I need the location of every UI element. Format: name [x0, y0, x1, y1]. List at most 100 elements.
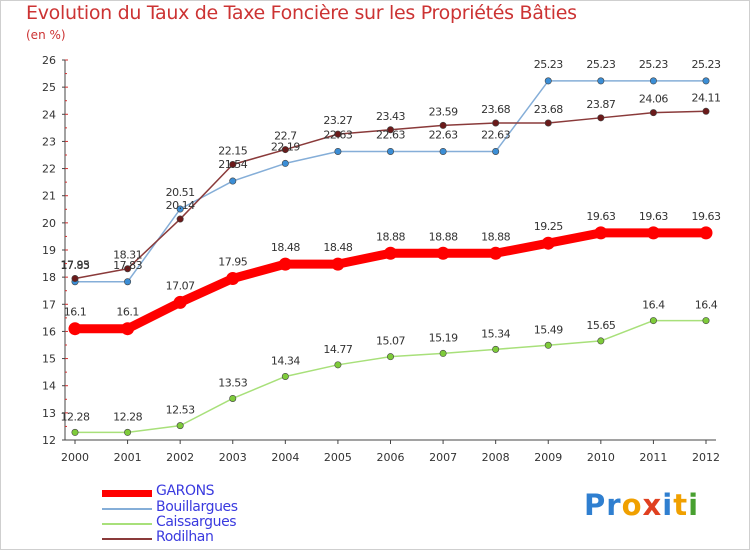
data-point-bouillargues: [281, 159, 289, 167]
data-label-garons: 17.95: [218, 256, 247, 269]
data-label-rodilhan: 23.27: [323, 114, 352, 127]
data-label-caissargues: 14.34: [271, 354, 300, 367]
data-point-caissargues: [334, 361, 342, 369]
data-point-caissargues: [71, 428, 79, 436]
chart-title: Evolution du Taux de Taxe Foncière sur l…: [26, 2, 577, 24]
data-label-caissargues: 15.49: [534, 323, 563, 336]
data-label-rodilhan: 17.95: [61, 259, 90, 272]
data-label-caissargues: 15.65: [586, 319, 615, 332]
data-point-bouillargues: [439, 147, 447, 155]
data-point-rodilhan: [649, 109, 657, 117]
x-tick-label: 2001: [114, 451, 142, 464]
data-label-caissargues: 15.19: [429, 331, 458, 344]
data-point-garons: [68, 322, 82, 336]
data-point-caissargues: [439, 349, 447, 357]
y-tick-label: 22: [42, 163, 56, 176]
data-label-bouillargues: 25.23: [586, 58, 615, 71]
data-point-rodilhan: [176, 215, 184, 223]
data-label-rodilhan: 22.7: [274, 130, 297, 143]
logo-letter: x: [642, 488, 663, 522]
data-point-rodilhan: [386, 126, 394, 134]
data-point-bouillargues: [492, 147, 500, 155]
data-label-bouillargues: 25.23: [692, 58, 721, 71]
data-label-garons: 18.88: [376, 230, 405, 243]
data-point-garons: [384, 246, 397, 260]
x-tick-label: 2005: [324, 451, 352, 464]
data-label-rodilhan: 23.59: [429, 105, 458, 118]
logo-letter: i: [662, 488, 674, 522]
data-label-garons: 18.48: [271, 241, 300, 254]
data-label-rodilhan: 23.68: [534, 103, 563, 116]
unit-label: (en %): [26, 28, 66, 42]
data-label-caissargues: 16.4: [695, 299, 718, 312]
data-label-caissargues: 12.28: [113, 410, 142, 423]
data-label-rodilhan: 24.11: [692, 91, 721, 104]
data-label-caissargues: 16.4: [642, 299, 665, 312]
data-point-caissargues: [649, 317, 657, 325]
data-point-caissargues: [176, 422, 184, 430]
data-point-rodilhan: [281, 146, 289, 154]
data-label-rodilhan: 22.15: [218, 145, 247, 158]
data-label-rodilhan: 23.43: [376, 110, 405, 123]
data-point-caissargues: [386, 353, 394, 361]
logo-letter: r: [606, 488, 622, 522]
logo-letter: t: [673, 488, 689, 522]
legend-swatch-rodilhan: [102, 538, 152, 540]
data-label-bouillargues: 17.83: [113, 259, 142, 272]
data-point-garons: [436, 246, 450, 260]
y-tick-label: 25: [42, 81, 56, 94]
data-label-bouillargues: 22.63: [429, 128, 458, 141]
y-tick-label: 20: [42, 217, 56, 230]
x-tick-label: 2012: [692, 451, 720, 464]
y-tick-label: 18: [42, 271, 56, 284]
data-label-garons: 19.63: [692, 210, 721, 223]
data-point-garons: [646, 226, 660, 240]
data-point-caissargues: [281, 372, 289, 380]
y-tick-label: 19: [42, 244, 56, 257]
data-point-bouillargues: [176, 205, 184, 213]
y-tick-label: 16: [42, 325, 56, 338]
x-tick-label: 2006: [377, 451, 405, 464]
data-label-garons: 16.1: [64, 306, 87, 319]
data-label-bouillargues: 17.83: [61, 259, 90, 272]
data-label-garons: 16.1: [116, 306, 139, 319]
legend-label-rodilhan: Rodilhan: [156, 529, 214, 545]
data-point-bouillargues: [544, 77, 552, 85]
legend-swatch-garons: [102, 490, 152, 497]
data-label-bouillargues: 22.63: [481, 128, 510, 141]
x-tick-label: 2011: [639, 451, 667, 464]
data-label-caissargues: 13.53: [218, 376, 247, 389]
data-point-rodilhan: [544, 119, 552, 127]
legend-label-caissargues: Caissargues: [156, 514, 237, 530]
data-point-rodilhan: [702, 107, 710, 115]
y-tick-label: 26: [42, 54, 56, 67]
data-point-rodilhan: [492, 119, 500, 127]
data-point-rodilhan: [229, 161, 237, 169]
data-point-garons: [278, 257, 292, 271]
data-label-rodilhan: 23.68: [481, 103, 510, 116]
y-tick-label: 15: [42, 353, 56, 366]
data-point-bouillargues: [124, 278, 132, 286]
data-label-caissargues: 15.07: [376, 335, 405, 348]
data-label-caissargues: 14.77: [323, 343, 352, 356]
data-label-bouillargues: 21.54: [218, 158, 247, 171]
data-point-garons: [699, 226, 713, 240]
data-label-bouillargues: 25.23: [534, 58, 563, 71]
x-tick-label: 2009: [534, 451, 562, 464]
data-point-rodilhan: [439, 121, 447, 129]
legend-label-garons: GARONS: [156, 483, 215, 499]
data-point-bouillargues: [649, 77, 657, 85]
data-point-caissargues: [492, 345, 500, 353]
proxiti-logo: Proxiti: [584, 488, 699, 522]
data-label-bouillargues: 25.23: [639, 58, 668, 71]
y-tick-label: 21: [42, 190, 56, 203]
data-label-bouillargues: 20.51: [166, 186, 195, 199]
data-label-bouillargues: 22.19: [271, 140, 300, 153]
logo-letter: i: [688, 488, 700, 522]
data-label-caissargues: 12.53: [166, 404, 195, 417]
data-point-bouillargues: [334, 147, 342, 155]
legend-label-bouillargues: Bouillargues: [156, 499, 238, 515]
x-tick-label: 2007: [429, 451, 457, 464]
